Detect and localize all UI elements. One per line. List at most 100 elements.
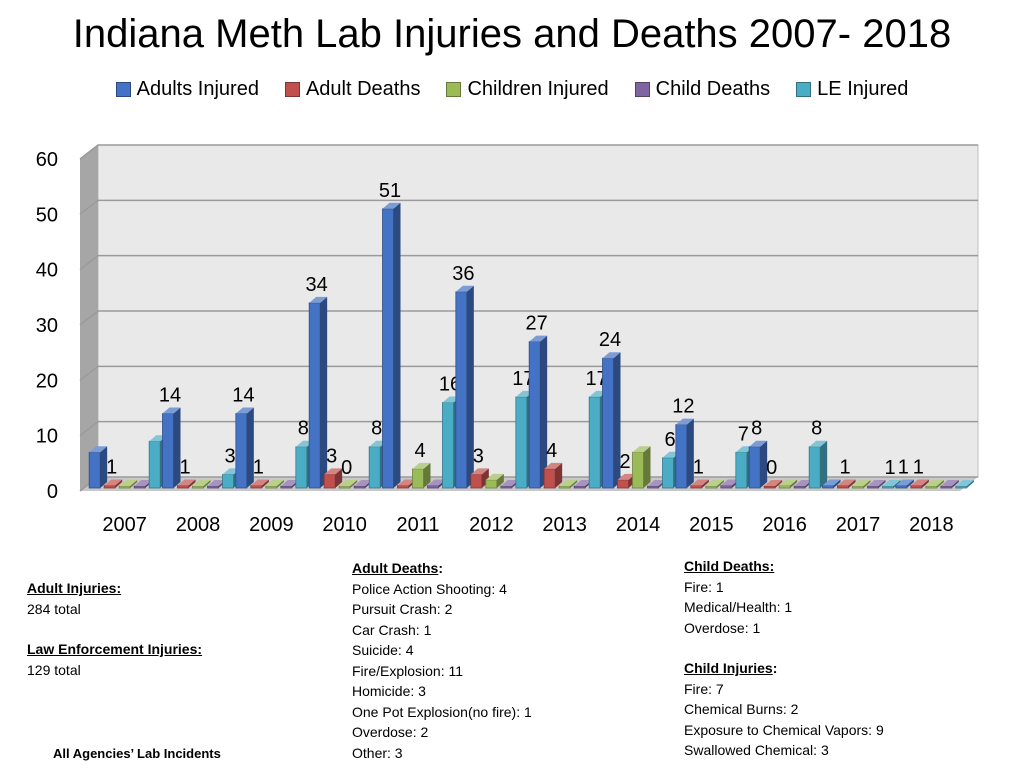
data-label: 1 [693, 456, 704, 478]
data-label: 3 [326, 445, 337, 467]
bar-top [339, 480, 358, 486]
bar-top [455, 285, 474, 292]
bar [647, 485, 659, 489]
bar-top [89, 446, 108, 453]
bar [852, 485, 864, 489]
data-label: 0 [766, 457, 777, 479]
x-tick-label: 2008 [176, 514, 221, 536]
bar [940, 485, 953, 489]
bar [308, 302, 321, 489]
bar [778, 485, 791, 489]
bar-top [822, 479, 841, 486]
bar-top [104, 479, 123, 486]
gridline [79, 254, 978, 271]
bar-top [177, 479, 196, 486]
bar-top [192, 480, 211, 486]
adult-injuries-heading: Adult Injuries: [27, 580, 122, 596]
bar-side [643, 446, 651, 488]
data-label: 1 [884, 457, 895, 479]
bar-top [647, 480, 666, 486]
data-label: 1 [913, 456, 924, 478]
bar-top [882, 480, 901, 486]
bar-top [280, 480, 299, 486]
bar-top [250, 479, 269, 486]
bar-side [760, 440, 768, 488]
data-label: 27 [526, 313, 548, 335]
bar-side [320, 296, 328, 488]
x-tick-label: 2009 [249, 514, 294, 536]
bar-top [749, 440, 768, 447]
bar-top [134, 480, 153, 486]
bar-top [397, 479, 416, 486]
bar-top [602, 352, 621, 359]
data-label: 0 [341, 457, 352, 479]
bar-top [470, 468, 489, 475]
bar-side [863, 480, 871, 488]
bar [162, 413, 174, 489]
legend-label: Children Injured [467, 78, 609, 100]
bar [528, 341, 541, 489]
data-label: 8 [371, 418, 382, 440]
data-label: 1 [179, 456, 190, 478]
bar [822, 485, 834, 489]
bar-side [466, 285, 474, 488]
child-deaths-item: Fire: 1 [684, 578, 724, 595]
bar-side [393, 202, 401, 489]
bar [148, 440, 161, 489]
bar-side [833, 479, 841, 488]
bar [88, 451, 101, 489]
bar-top [427, 479, 446, 486]
bar-top [632, 446, 651, 453]
child-injuries-list: Fire: 7 Chemical Burns: 2 Exposure to Chem… [684, 679, 884, 761]
child-deaths-heading: Child Deaths: [684, 558, 775, 574]
bar [748, 446, 761, 489]
bar-top [265, 480, 284, 486]
bar-top [837, 479, 856, 486]
bar-top [617, 473, 636, 480]
legend-swatch [796, 82, 812, 97]
bar-top [119, 480, 138, 486]
data-label: 1 [253, 456, 264, 478]
legend-label: Adult Deaths [305, 78, 421, 100]
y-tick-label: 10 [36, 426, 58, 448]
bar-top [675, 418, 694, 425]
bar [515, 396, 528, 489]
y-tick-label: 50 [36, 204, 58, 226]
child-injuries-item: Exposure to Chemical Vapors: 9 [684, 721, 884, 738]
data-label: 36 [452, 263, 474, 285]
y-tick-label: 30 [36, 315, 58, 337]
bar [103, 485, 116, 489]
x-tick-label: 2016 [762, 514, 807, 536]
bar-top [852, 480, 871, 486]
bar-top [720, 479, 739, 486]
notes-adult-le: Adult Injuries: 284 total Law Enforcemen… [27, 578, 202, 680]
bar-top [925, 480, 944, 486]
data-label: 14 [159, 385, 181, 407]
data-label: 7 [738, 423, 749, 445]
child-injuries-item: Chemical Burns: 2 [684, 701, 799, 717]
notes-child: Child Deaths: Fire: 1 Medical/Health: 1 Ov… [684, 556, 884, 761]
bar [602, 357, 614, 489]
footer-note: All Agencies’ Lab Incidents [53, 746, 221, 761]
data-label: 14 [232, 385, 254, 407]
bar [338, 485, 351, 489]
bar [573, 485, 586, 489]
bar-top [235, 407, 254, 414]
data-label: 3 [473, 445, 484, 467]
bar-side [335, 468, 343, 488]
data-label: 1 [839, 456, 850, 478]
bar-side [848, 479, 856, 488]
bar-side [701, 479, 709, 488]
legend-label: Child Deaths [655, 78, 771, 100]
bar-side [115, 479, 123, 488]
data-label: 24 [599, 329, 621, 351]
bar-side [613, 352, 621, 488]
bar-side [496, 473, 504, 488]
bar [588, 396, 601, 489]
adult-deaths-item: Pursuit Crash: 2 [352, 601, 453, 617]
bar-top [690, 479, 709, 486]
bar-top [559, 480, 578, 486]
bar [133, 485, 146, 489]
adult-deaths-item: Police Action Shooting: 4 [352, 580, 507, 597]
